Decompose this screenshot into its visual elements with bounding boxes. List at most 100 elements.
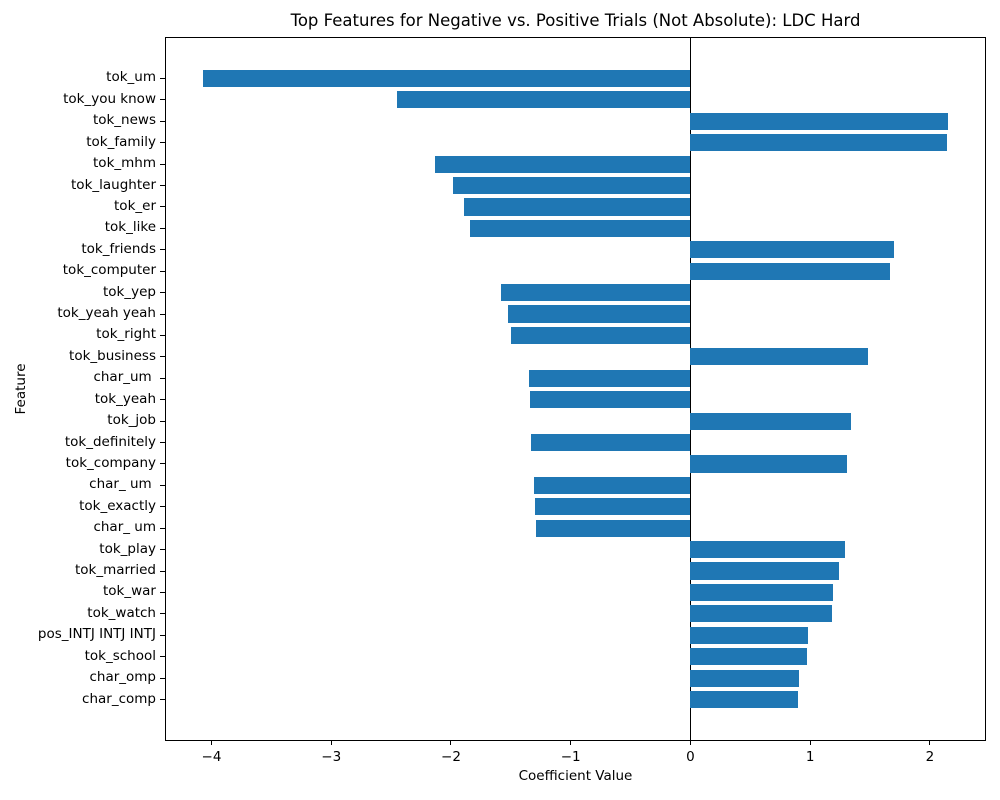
y-tick-mark	[160, 163, 165, 165]
y-tick-mark	[160, 570, 165, 572]
y-tick-mark	[160, 77, 165, 79]
bar	[690, 241, 894, 259]
y-tick-mark	[160, 249, 165, 251]
bar	[508, 305, 691, 323]
x-tick-label: 2	[925, 749, 935, 765]
y-tick-mark	[160, 313, 165, 315]
bar	[397, 91, 691, 109]
bar	[501, 284, 691, 302]
bar	[690, 134, 947, 152]
y-tick-label: tok_watch	[87, 604, 156, 621]
bar	[435, 155, 691, 173]
y-tick-mark	[160, 484, 165, 486]
y-tick-label: tok_friends	[81, 240, 156, 257]
y-tick-mark	[160, 442, 165, 444]
y-tick-label: char_ um	[89, 476, 156, 493]
y-tick-label: tok_mhm	[93, 155, 156, 172]
y-tick-label: tok_play	[99, 540, 156, 557]
y-tick-label: tok_computer	[62, 262, 156, 279]
bar	[531, 433, 691, 452]
bar	[530, 391, 691, 409]
x-axis-label: Coefficient Value	[518, 768, 633, 784]
x-tick-label: 1	[805, 749, 815, 765]
bar	[534, 498, 691, 516]
x-tick-mark	[211, 740, 212, 745]
bar	[690, 541, 845, 559]
bar	[690, 626, 808, 644]
plot-area: −4 −3 −2 −1 0 1 2	[160, 37, 986, 765]
y-tick-label: tok_yep	[103, 283, 156, 300]
y-tick-mark	[160, 399, 165, 401]
bar	[453, 176, 691, 195]
y-tick-label: tok_business	[69, 347, 156, 364]
y-tick-label: tok_married	[74, 562, 156, 579]
bar	[690, 455, 848, 473]
bar	[510, 326, 691, 345]
chart-title: Top Features for Negative vs. Positive T…	[290, 11, 861, 30]
y-tick-label: char_omp	[89, 669, 156, 686]
y-tick-label: tok_you know	[63, 90, 156, 107]
bar	[690, 605, 832, 623]
y-tick-mark	[160, 227, 165, 229]
y-tick-mark	[160, 591, 165, 593]
zero-line	[689, 38, 692, 740]
x-tick-mark	[570, 740, 572, 745]
x-tick-label: −3	[321, 749, 342, 765]
y-tick-mark	[160, 206, 165, 208]
y-tick-label: tok_yeah	[94, 390, 156, 407]
y-tick-label: tok_war	[103, 583, 156, 600]
bar	[690, 648, 807, 666]
y-tick-mark	[160, 185, 165, 187]
bar	[535, 519, 691, 537]
x-tick-mark	[330, 740, 332, 745]
y-tick-label: tok_family	[86, 133, 156, 150]
x-tick-label: −4	[201, 749, 222, 765]
bar	[690, 412, 851, 430]
y-tick-label: tok_school	[84, 647, 156, 664]
y-tick-mark	[160, 613, 165, 615]
y-tick-label: char_ um	[93, 519, 156, 536]
bar	[690, 112, 948, 130]
bar	[203, 69, 691, 88]
y-tick-mark	[160, 699, 165, 701]
y-tick-mark	[160, 506, 165, 508]
y-tick-mark	[160, 99, 165, 101]
y-tick-mark	[160, 677, 165, 679]
y-tick-mark	[160, 356, 165, 358]
y-tick-label: tok_right	[96, 326, 156, 343]
y-tick-mark	[160, 377, 165, 379]
bar	[690, 562, 839, 580]
y-tick-label: tok_er	[114, 197, 156, 214]
y-tick-mark	[160, 334, 165, 336]
x-tick-mark	[689, 740, 691, 745]
y-tick-label: tok_company	[65, 454, 156, 471]
bar	[690, 348, 868, 366]
y-tick-mark	[160, 549, 165, 551]
x-tick-mark	[450, 740, 452, 745]
y-tick-label: char_comp	[82, 690, 156, 707]
bar	[533, 476, 691, 494]
y-tick-mark	[160, 527, 165, 529]
y-tick-label: tok_like	[104, 219, 156, 236]
x-tick-label: −1	[560, 749, 581, 765]
x-tick-label: 0	[686, 749, 695, 765]
y-tick-label: tok_definitely	[64, 433, 156, 450]
bar	[690, 583, 833, 601]
bar	[464, 198, 691, 216]
y-tick-mark	[160, 420, 165, 422]
y-tick-mark	[160, 463, 165, 465]
y-tick-label: tok_yeah yeah	[57, 305, 156, 322]
x-tick-mark	[809, 740, 811, 745]
y-tick-label: tok_exactly	[79, 497, 156, 514]
bar	[690, 690, 799, 709]
y-tick-mark	[160, 270, 165, 272]
y-tick-labels: tok_um tok_you know tok_news tok_family tok_…	[0, 37, 156, 741]
y-tick-label: pos_INTJ INTJ INTJ	[37, 626, 156, 643]
bar	[470, 219, 691, 237]
y-tick-label: tok_news	[92, 112, 156, 129]
y-tick-mark	[160, 634, 165, 636]
y-tick-label: tok_job	[107, 412, 156, 429]
bar	[528, 369, 691, 387]
y-tick-mark	[160, 292, 165, 294]
